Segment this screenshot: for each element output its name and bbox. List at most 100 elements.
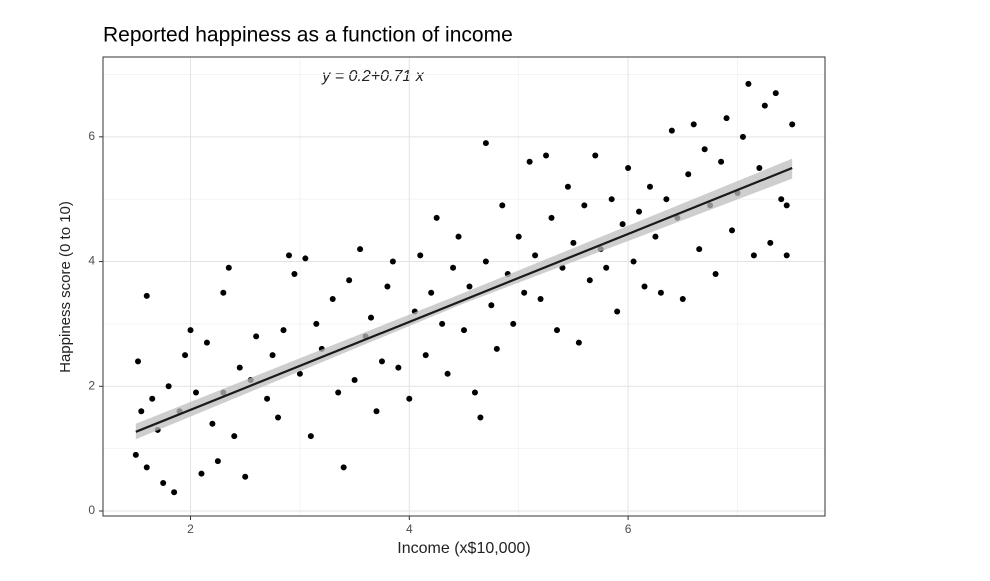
point — [712, 271, 719, 278]
point — [537, 295, 544, 302]
y-axis-label: Happiness score (0 to 10) — [57, 201, 74, 373]
point — [783, 252, 790, 259]
point — [745, 80, 752, 87]
point — [789, 121, 796, 128]
point — [236, 364, 243, 371]
point — [696, 246, 703, 253]
point — [209, 420, 216, 427]
point — [471, 389, 478, 396]
point — [340, 464, 347, 471]
point — [192, 389, 199, 396]
point — [619, 221, 626, 228]
point — [455, 233, 462, 240]
point — [603, 264, 610, 271]
point — [767, 239, 774, 246]
y-tick-label: 0 — [88, 503, 95, 517]
point — [652, 233, 659, 240]
point — [477, 414, 484, 421]
point — [482, 140, 489, 147]
point — [543, 152, 550, 159]
point — [575, 339, 582, 346]
point — [389, 258, 396, 265]
point — [253, 333, 260, 340]
point — [368, 314, 375, 321]
point — [488, 302, 495, 309]
point — [783, 202, 790, 209]
point — [564, 183, 571, 190]
point — [384, 283, 391, 290]
point — [187, 327, 194, 334]
point — [171, 489, 178, 496]
x-axis-label: Income (x$10,000) — [397, 540, 530, 557]
point — [778, 196, 785, 203]
point — [636, 208, 643, 215]
point — [493, 345, 500, 352]
point — [701, 146, 708, 153]
point — [275, 414, 282, 421]
fit-line — [135, 166, 793, 433]
point — [225, 264, 232, 271]
point — [553, 327, 560, 334]
point — [532, 252, 539, 259]
point — [417, 252, 424, 259]
point — [280, 327, 287, 334]
point — [679, 295, 686, 302]
point — [433, 214, 440, 221]
point — [723, 115, 730, 122]
point — [198, 470, 205, 477]
point — [630, 258, 637, 265]
point — [750, 252, 757, 259]
point — [663, 196, 670, 203]
point — [378, 358, 385, 365]
point — [756, 165, 763, 172]
point — [772, 90, 779, 97]
point — [242, 473, 249, 480]
point — [269, 352, 276, 359]
point — [466, 283, 473, 290]
point — [444, 370, 451, 377]
point — [335, 389, 342, 396]
point — [548, 214, 555, 221]
x-tick-label: 4 — [406, 522, 413, 536]
point — [685, 171, 692, 178]
point — [592, 152, 599, 159]
point — [657, 289, 664, 296]
point — [439, 320, 446, 327]
point — [499, 202, 506, 209]
point — [231, 433, 238, 440]
point — [143, 292, 150, 299]
point — [143, 464, 150, 471]
point — [214, 458, 221, 465]
plot-frame — [102, 56, 826, 517]
point — [690, 121, 697, 128]
point — [329, 295, 336, 302]
point — [428, 289, 435, 296]
point — [285, 252, 292, 259]
point — [291, 271, 298, 278]
point — [149, 395, 156, 402]
point — [761, 102, 768, 109]
y-tick-label: 2 — [88, 378, 95, 392]
point — [264, 395, 271, 402]
point — [132, 451, 139, 458]
point — [296, 370, 303, 377]
point — [450, 264, 457, 271]
point — [608, 196, 615, 203]
point — [302, 255, 309, 262]
equation: y = 0.2+0.71 x — [321, 68, 424, 85]
point — [668, 127, 675, 134]
point — [581, 202, 588, 209]
point — [482, 258, 489, 265]
point — [373, 408, 380, 415]
point — [570, 239, 577, 246]
point — [182, 352, 189, 359]
point — [526, 158, 533, 165]
point — [521, 289, 528, 296]
point — [461, 327, 467, 334]
y-tick-label: 4 — [88, 254, 95, 268]
point — [422, 352, 429, 359]
point — [307, 433, 314, 440]
point — [625, 165, 632, 172]
